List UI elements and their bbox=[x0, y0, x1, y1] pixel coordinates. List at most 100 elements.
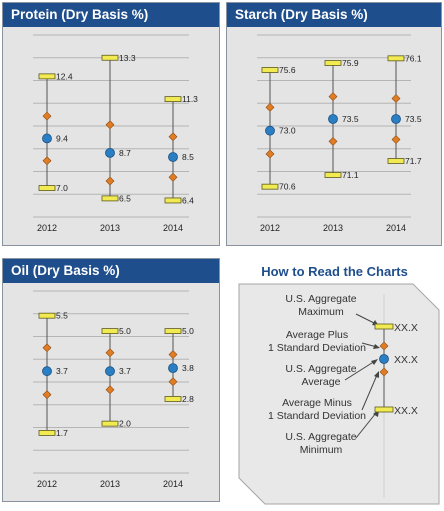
average-marker bbox=[42, 366, 52, 377]
max-marker bbox=[101, 54, 119, 61]
oil-chart: 5.5 3.7 1.7 2012 5.0 3.7 2.0 2013 5.0 3.8 2.8 2014 bbox=[33, 290, 194, 489]
protein-chart-panel: Protein (Dry Basis %) 12.4 9.4 7.0 2012 13.3… bbox=[2, 2, 220, 246]
legend-card bbox=[238, 283, 440, 505]
min-label: 70.6 bbox=[279, 182, 296, 192]
std-dev-marker bbox=[328, 92, 338, 102]
legend-minus-sd-marker bbox=[379, 367, 389, 377]
legend-title: How to Read the Charts bbox=[261, 264, 408, 279]
x-tick-label: 2014 bbox=[386, 223, 406, 233]
min-label: 6.5 bbox=[119, 193, 131, 203]
std-dev-marker bbox=[105, 176, 115, 186]
legend-min-arrow bbox=[355, 412, 377, 439]
max-label: 76.1 bbox=[405, 53, 422, 63]
legend-minus-sd-label-1: Average Minus bbox=[282, 397, 352, 409]
std-dev-marker bbox=[42, 390, 52, 400]
min-marker bbox=[387, 158, 405, 164]
average-label: 3.8 bbox=[182, 363, 194, 373]
std-dev-marker bbox=[265, 102, 275, 112]
std-dev-marker bbox=[168, 350, 178, 359]
x-tick-label: 2012 bbox=[37, 479, 57, 489]
legend-min-marker bbox=[374, 406, 394, 413]
legend-max-value: XX.X bbox=[394, 322, 418, 334]
std-dev-marker bbox=[328, 136, 338, 146]
how-to-read-legend: U.S. Aggregate Maximum Average Plus 1 St… bbox=[225, 258, 444, 511]
oil-chart-panel: Oil (Dry Basis %) 5.5 3.7 1.7 2012 5.0 3.7 2.0… bbox=[2, 258, 220, 502]
min-marker bbox=[324, 172, 342, 178]
max-label: 5.0 bbox=[182, 326, 194, 336]
max-label: 5.5 bbox=[56, 311, 68, 321]
legend-max-marker bbox=[374, 323, 394, 330]
max-label: 11.3 bbox=[182, 94, 198, 104]
min-marker bbox=[101, 195, 119, 202]
max-marker bbox=[261, 67, 279, 73]
legend-avg-label-2: Average bbox=[302, 376, 341, 388]
legend-avg-arrow bbox=[344, 360, 376, 381]
min-label: 6.4 bbox=[182, 195, 194, 205]
legend-plus-sd-marker bbox=[379, 341, 389, 351]
average-label: 8.5 bbox=[182, 152, 194, 162]
average-marker bbox=[105, 366, 115, 377]
legend-minus-sd-arrowhead bbox=[374, 371, 379, 378]
average-marker bbox=[168, 152, 178, 162]
average-marker bbox=[328, 114, 338, 124]
legend-min-label-2: Minimum bbox=[300, 444, 343, 456]
average-label: 3.7 bbox=[56, 366, 68, 376]
legend-minus-sd-label-2: 1 Standard Deviation bbox=[268, 410, 366, 422]
max-label: 5.0 bbox=[119, 326, 131, 336]
min-marker bbox=[101, 420, 119, 427]
max-marker bbox=[101, 328, 119, 335]
min-label: 71.1 bbox=[342, 170, 359, 180]
max-marker bbox=[387, 55, 405, 62]
legend-plus-sd-label-2: 1 Standard Deviation bbox=[268, 342, 366, 354]
std-dev-marker bbox=[105, 120, 115, 130]
min-label: 2.8 bbox=[182, 394, 194, 404]
max-marker bbox=[324, 60, 342, 66]
min-label: 1.7 bbox=[56, 428, 68, 438]
max-marker bbox=[38, 73, 56, 80]
legend-max-label-1: U.S. Aggregate bbox=[285, 293, 356, 305]
min-marker bbox=[38, 185, 56, 191]
legend-avg-marker bbox=[379, 354, 389, 364]
max-marker bbox=[164, 96, 182, 103]
x-tick-label: 2012 bbox=[260, 223, 280, 233]
x-tick-label: 2012 bbox=[37, 223, 57, 233]
starch-chart-panel: Starch (Dry Basis %) 75.6 73.0 70.6 2012 75.… bbox=[226, 2, 442, 246]
legend-avg-label-1: U.S. Aggregate bbox=[285, 363, 356, 375]
std-dev-marker bbox=[42, 156, 52, 166]
max-marker bbox=[38, 312, 56, 319]
min-label: 7.0 bbox=[56, 183, 68, 193]
average-marker bbox=[168, 363, 178, 374]
max-label: 75.9 bbox=[342, 58, 359, 68]
legend-min-label-1: U.S. Aggregate bbox=[285, 431, 356, 443]
chart-title: Protein (Dry Basis %) bbox=[3, 3, 219, 27]
min-marker bbox=[38, 429, 56, 436]
average-label: 73.5 bbox=[405, 114, 422, 124]
std-dev-marker bbox=[42, 111, 52, 121]
std-dev-marker bbox=[391, 94, 401, 103]
legend-max-label-2: Maximum bbox=[298, 306, 344, 318]
protein-chart: 12.4 9.4 7.0 2012 13.3 8.7 6.5 2013 11.3 8.5 6.4 20… bbox=[33, 34, 198, 233]
max-label: 13.3 bbox=[119, 53, 136, 63]
starch-chart: 75.6 73.0 70.6 2012 75.9 73.5 71.1 2013 76.1 73.5… bbox=[257, 34, 422, 233]
min-marker bbox=[261, 183, 279, 190]
legend-min-value: XX.X bbox=[394, 405, 418, 417]
std-dev-marker bbox=[42, 343, 52, 353]
x-tick-label: 2014 bbox=[163, 479, 183, 489]
legend-plus-sd-arrowhead bbox=[373, 344, 380, 349]
std-dev-marker bbox=[168, 377, 178, 387]
std-dev-marker bbox=[168, 132, 178, 142]
average-marker bbox=[265, 125, 275, 136]
legend-diagram: U.S. Aggregate Maximum Average Plus 1 St… bbox=[238, 283, 440, 505]
std-dev-marker bbox=[105, 348, 115, 358]
x-tick-label: 2013 bbox=[100, 479, 120, 489]
average-marker bbox=[42, 133, 52, 144]
std-dev-marker bbox=[168, 172, 178, 182]
legend-minus-sd-arrow bbox=[361, 374, 378, 411]
min-marker bbox=[164, 197, 182, 204]
min-marker bbox=[164, 396, 182, 402]
max-label: 12.4 bbox=[56, 71, 73, 81]
std-dev-marker bbox=[265, 149, 275, 159]
chart-title: Starch (Dry Basis %) bbox=[227, 3, 441, 27]
average-label: 9.4 bbox=[56, 133, 68, 143]
legend-avg-arrowhead bbox=[371, 359, 378, 365]
